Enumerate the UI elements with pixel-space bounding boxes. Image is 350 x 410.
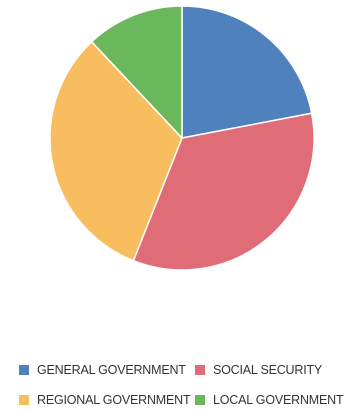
pie-chart-svg xyxy=(49,5,315,271)
legend-swatch-social-security xyxy=(195,365,205,375)
pie-slice-general-government xyxy=(181,5,313,139)
pie-slice-local-government xyxy=(90,5,183,139)
legend-swatch-general-government xyxy=(19,365,29,375)
legend-label-local-government: LOCAL GOVERNMENT xyxy=(213,393,344,407)
legend-swatch-regional-government xyxy=(19,395,29,405)
legend-label-general-government: GENERAL GOVERNMENT xyxy=(37,363,186,377)
legend-label-regional-government: REGIONAL GOVERNMENT xyxy=(37,393,191,407)
legend-item-local-government: LOCAL GOVERNMENT xyxy=(195,392,344,408)
pie-slice-regional-government xyxy=(49,41,183,262)
pie-slice-social-security xyxy=(132,112,315,271)
legend-item-regional-government: REGIONAL GOVERNMENT xyxy=(19,392,191,408)
legend-item-social-security: SOCIAL SECURITY xyxy=(195,362,322,378)
legend-item-general-government: GENERAL GOVERNMENT xyxy=(19,362,186,378)
legend-label-social-security: SOCIAL SECURITY xyxy=(213,363,323,377)
legend: GENERAL GOVERNMENT SOCIAL SECURITY REGIO… xyxy=(0,358,350,410)
legend-swatch-local-government xyxy=(195,395,205,405)
